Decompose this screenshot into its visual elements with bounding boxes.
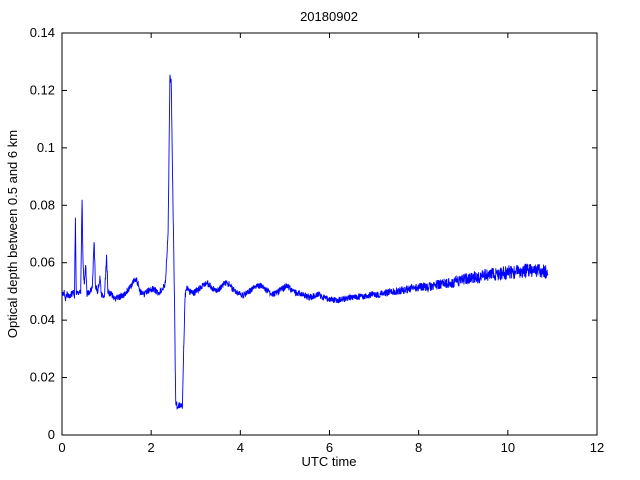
y-axis-label: Optical depth between 0.5 and 6 km xyxy=(5,130,20,338)
y-tick-label: 0.12 xyxy=(30,82,55,97)
x-tick-label: 2 xyxy=(148,440,155,455)
y-tick-label: 0.1 xyxy=(37,140,55,155)
y-tick-label: 0.08 xyxy=(30,197,55,212)
y-tick-label: 0.06 xyxy=(30,255,55,270)
axis-ticks: 0 2 4 6 8 10 12 0 0.02 0.04 0.06 0.08 0.1 0.12 0.14 xyxy=(30,25,605,455)
x-tick-label: 12 xyxy=(590,440,604,455)
x-axis-label: UTC time xyxy=(302,454,357,469)
x-tick-label: 4 xyxy=(237,440,244,455)
x-tick-label: 6 xyxy=(326,440,333,455)
x-tick-label: 8 xyxy=(415,440,422,455)
y-tick-label: 0.14 xyxy=(30,25,55,40)
data-series xyxy=(61,74,549,410)
y-tick-label: 0 xyxy=(48,427,55,442)
y-tick-label: 0.02 xyxy=(30,370,55,385)
axes-box xyxy=(61,32,598,436)
optical-depth-line xyxy=(61,74,549,410)
x-tick-label: 0 xyxy=(58,440,65,455)
x-tick-label: 10 xyxy=(501,440,515,455)
y-tick-label: 0.04 xyxy=(30,312,55,327)
chart-title: 20180902 xyxy=(300,9,358,24)
